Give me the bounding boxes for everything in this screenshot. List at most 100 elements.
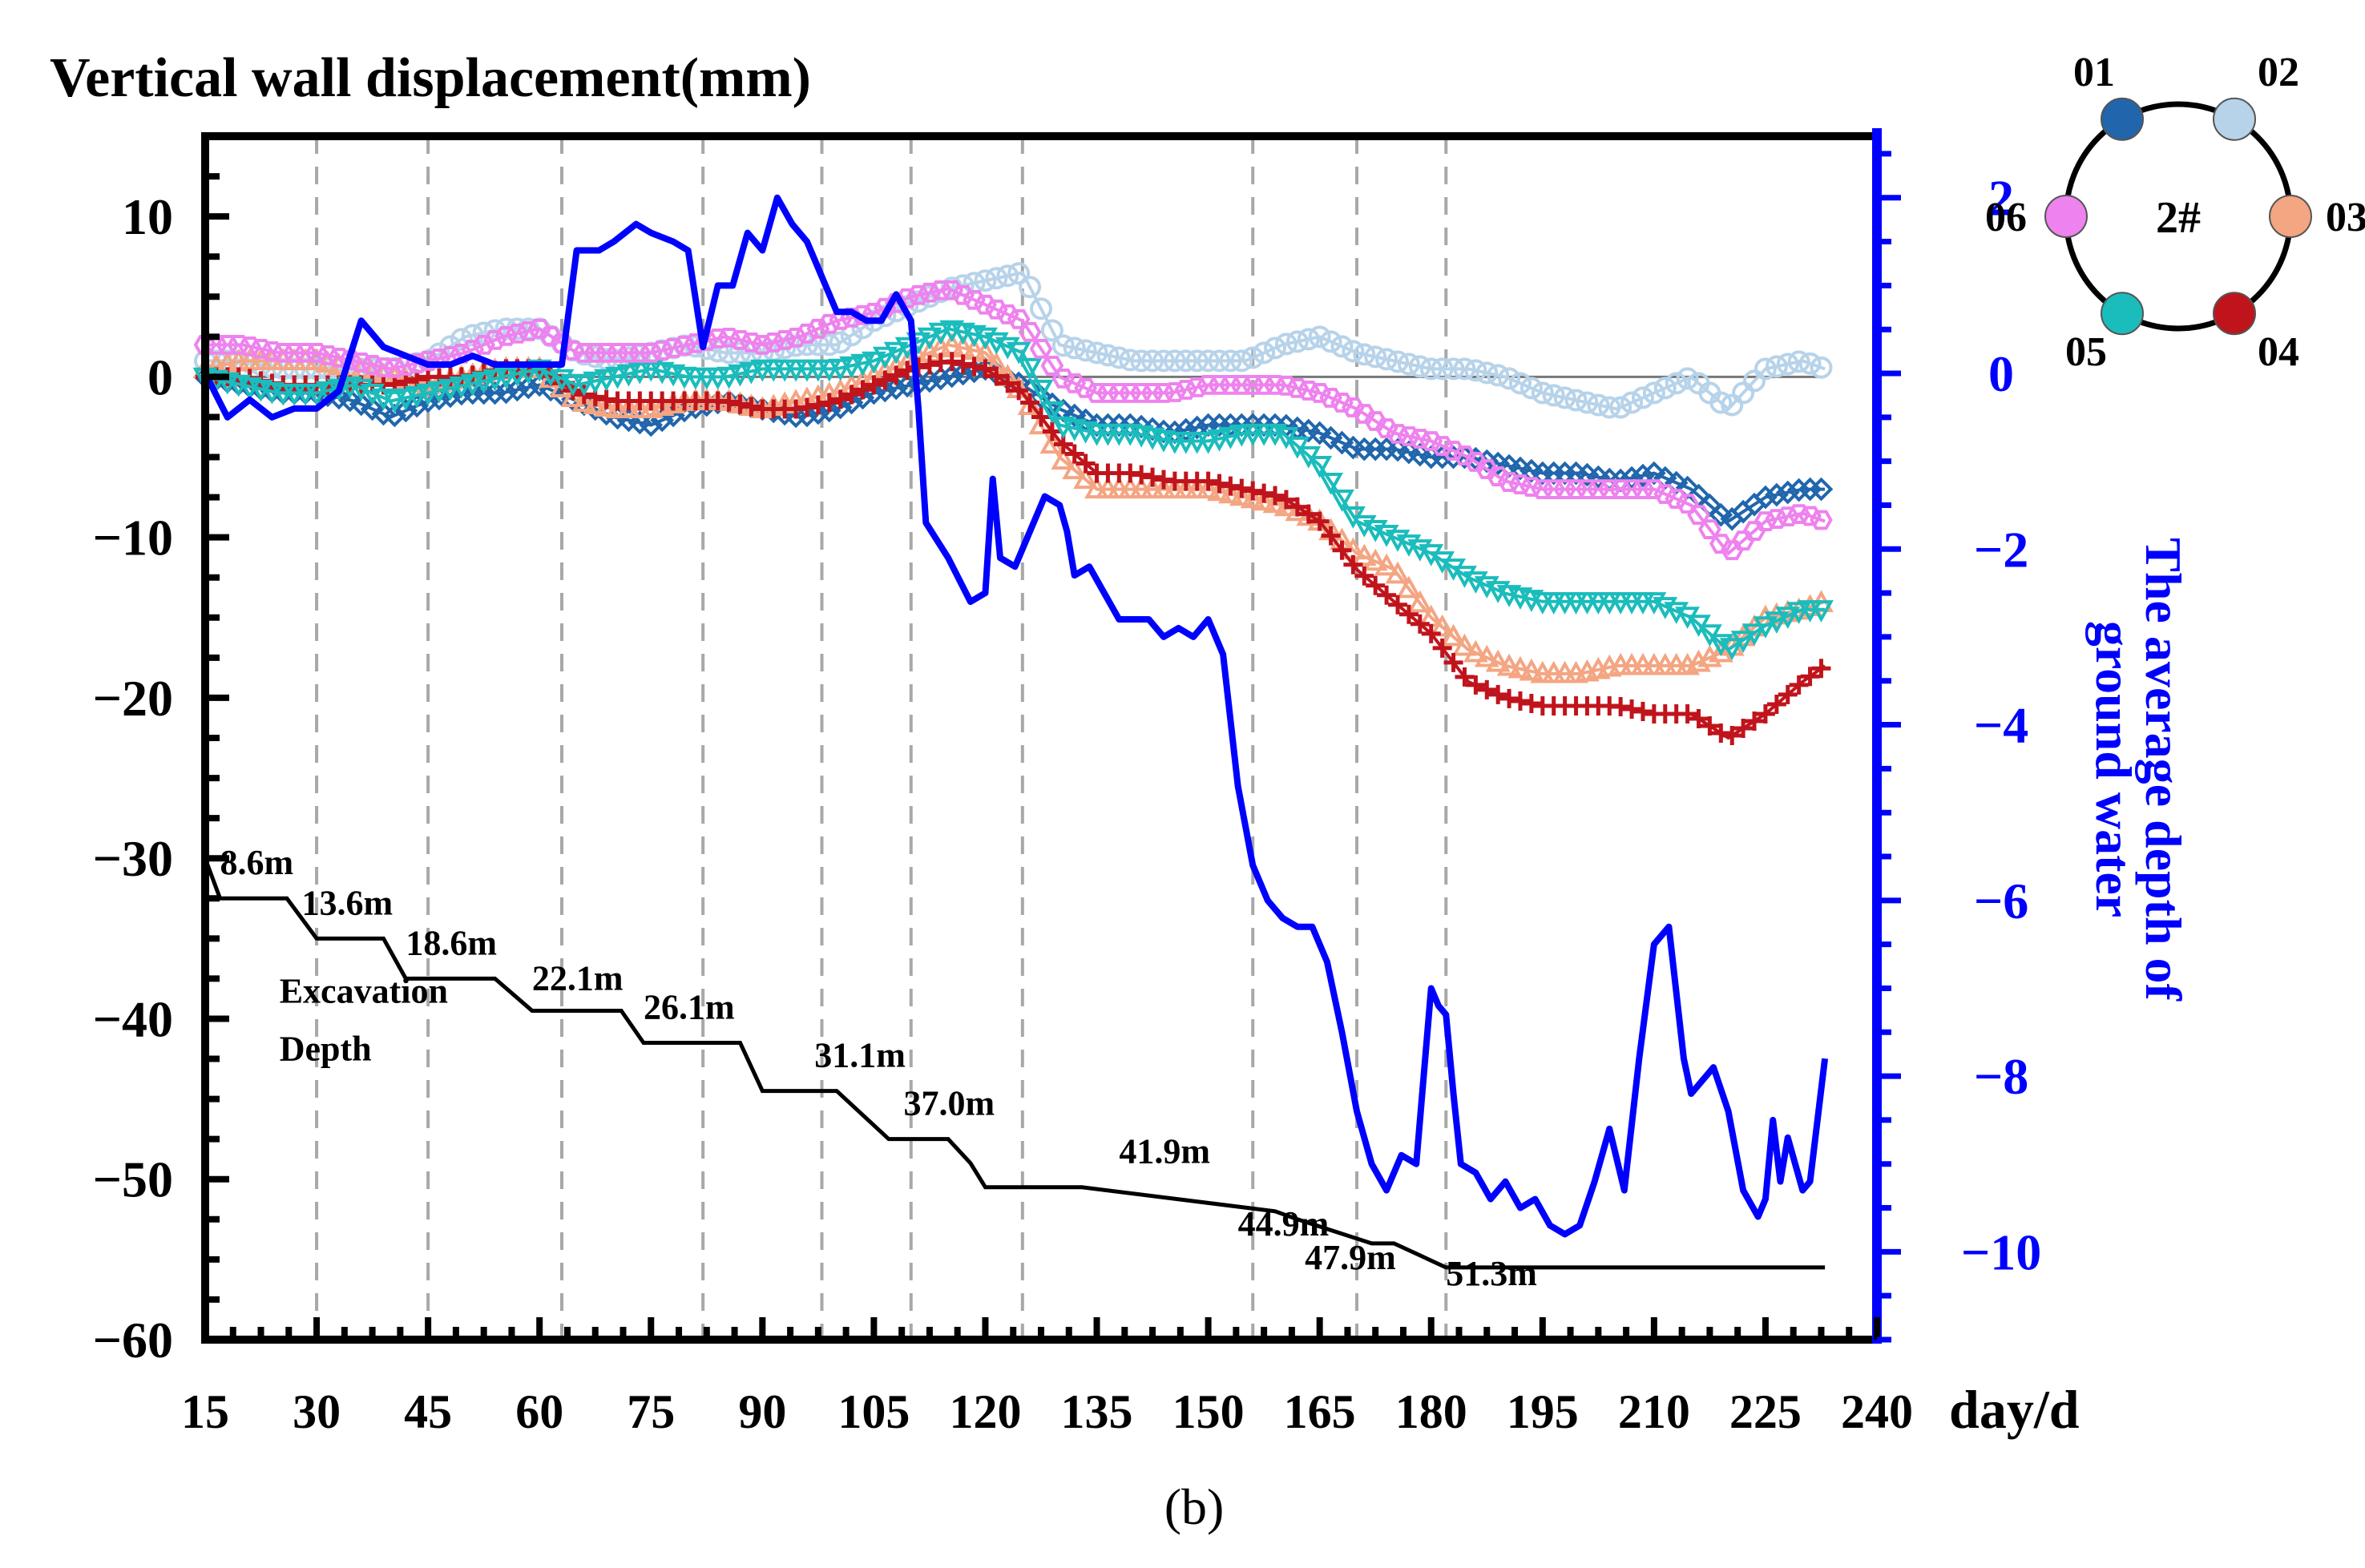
x-tick-label-0: 15 [181,1385,229,1438]
data-point [1809,477,1834,502]
data-point [1730,631,1756,653]
chart-title: Vertical wall displacement(mm) [50,47,811,109]
data-point [1173,417,1198,442]
data-point [719,392,739,412]
data-point [1152,349,1175,373]
data-point [1310,511,1330,531]
data-point [494,380,519,405]
data-point [1442,357,1465,381]
data-point [841,385,862,405]
data-point [594,369,620,392]
data-point [1062,403,1087,428]
y-tick-label-4: −30 [93,830,173,887]
data-point [594,394,620,417]
data-point [985,267,1008,290]
data-point [1708,639,1733,663]
data-point [1062,457,1088,480]
data-point [918,369,942,393]
x-tick-label-8: 135 [1061,1385,1133,1438]
data-point [862,351,886,374]
data-point [494,366,519,389]
data-point [739,361,764,385]
data-point [1631,463,1655,488]
data-point [505,377,530,402]
data-point [717,341,741,365]
data-point [1742,521,1766,542]
data-point [1198,471,1218,491]
data-point [1410,614,1430,634]
data-point [1455,667,1475,687]
data-point [1229,483,1254,506]
data-point [1441,623,1466,647]
data-point [1466,675,1486,695]
data-point [1507,655,1533,679]
data-point [1130,349,1153,373]
y2-tick-label-3: −4 [1974,697,2028,754]
data-point [1074,339,1097,362]
data-point [393,388,418,411]
data-point [1009,381,1029,401]
data-point [964,357,984,377]
data-point [1017,393,1043,416]
data-point [1232,478,1252,498]
data-point [1351,543,1377,566]
data-point [1778,684,1798,704]
data-point [1732,381,1755,405]
data-point [1219,349,1242,373]
data-point [539,325,563,346]
data-point [1754,357,1777,381]
legend-label-02: 02 [2258,50,2299,95]
data-point [875,370,895,390]
data-point [1073,466,1099,490]
data-point [449,376,474,399]
data-point [806,333,829,357]
data-point [460,373,486,397]
data-point [1631,386,1654,409]
data-point [1786,602,1812,624]
y2-tick-label-0: 2 [1988,170,2014,227]
data-point [382,403,407,428]
series-group [192,262,1834,745]
data-point [1709,502,1733,527]
data-point [1764,611,1790,634]
legend-dot-04 [2213,292,2256,336]
data-point [716,366,742,389]
data-point [415,383,441,406]
data-point [1677,703,1697,724]
data-point [1354,566,1374,586]
data-point [1407,590,1433,613]
data-point [1709,391,1733,414]
data-point [1632,701,1653,721]
data-point [1587,393,1610,417]
data-point [1622,699,1642,719]
data-point [1019,276,1042,299]
data-point [482,369,507,392]
data-point [886,365,906,385]
data-point [1722,725,1742,745]
y-tick-label-7: −60 [93,1312,173,1368]
data-point [1743,369,1766,393]
data-point [1051,447,1076,470]
data-point [1408,355,1431,378]
data-point [1620,391,1644,414]
data-point [953,354,973,374]
x-tick-label-7: 120 [949,1385,1021,1438]
legend-label-01: 01 [2073,50,2115,95]
data-point [1431,357,1454,381]
data-point [1017,357,1043,381]
data-point [571,389,597,413]
data-point [817,359,842,382]
data-point [1385,561,1411,584]
excavation-depth-line [203,857,1826,1270]
data-point [571,373,597,397]
data-point [1042,421,1062,441]
data-point [1030,297,1052,320]
data-point [1207,429,1232,452]
data-point [337,388,362,413]
data-point [1786,478,1811,502]
data-point [1453,357,1476,381]
data-point [884,376,909,401]
data-point [1508,372,1532,395]
data-point [1475,459,1499,479]
